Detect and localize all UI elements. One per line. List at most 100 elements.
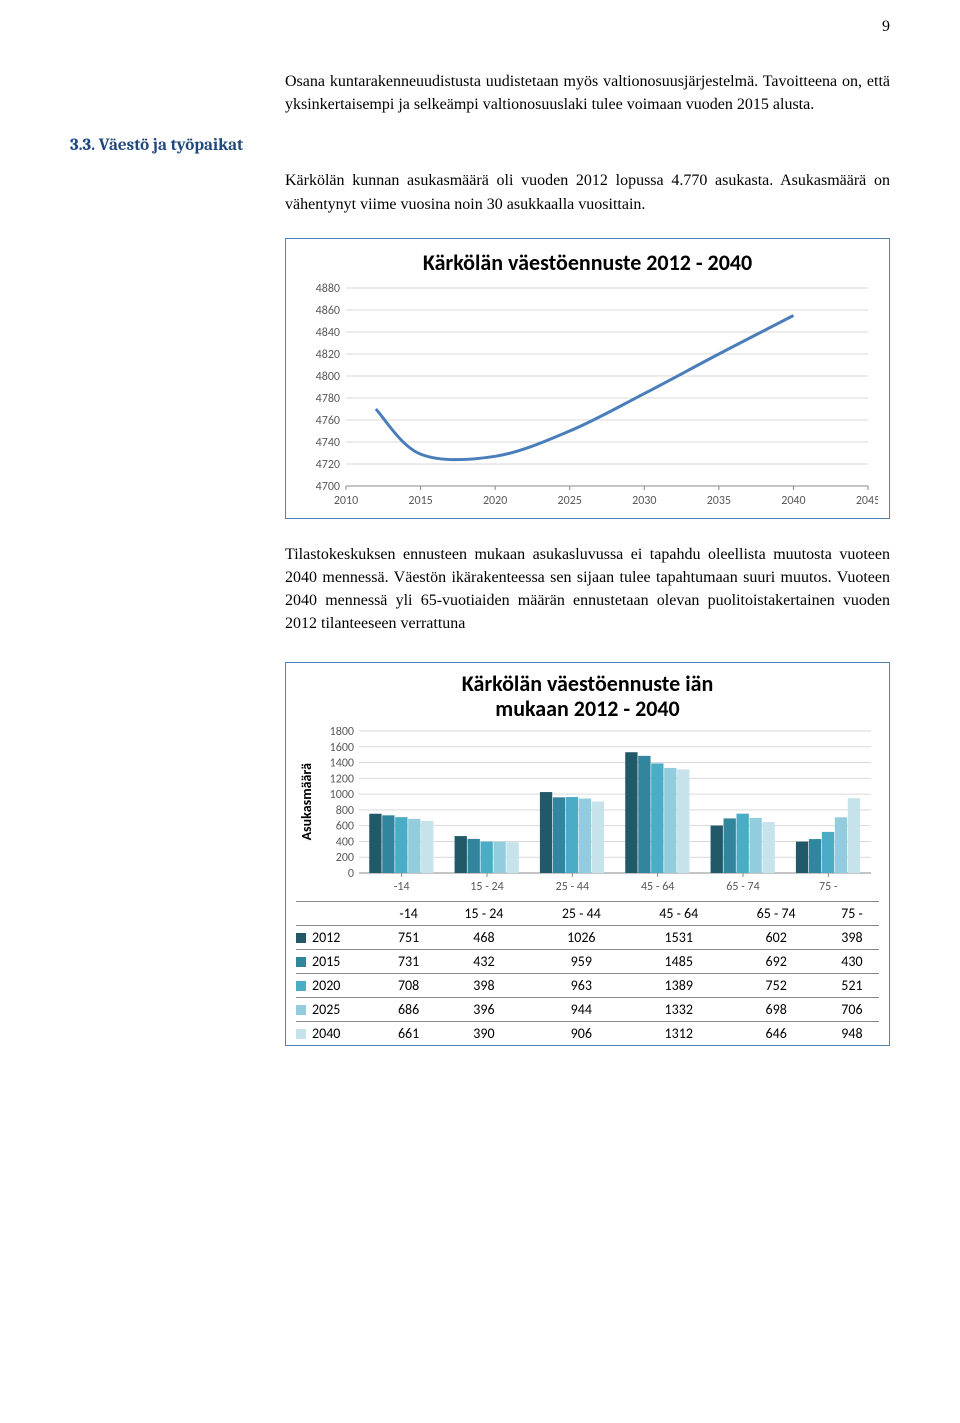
table-cell: 708: [382, 974, 435, 998]
svg-text:1800: 1800: [330, 727, 354, 739]
table-cell: 468: [435, 926, 532, 950]
svg-text:4700: 4700: [316, 480, 340, 494]
legend-swatch: [296, 933, 306, 943]
table-cell: 692: [727, 950, 824, 974]
svg-text:4880: 4880: [316, 282, 340, 296]
svg-text:15 - 24: 15 - 24: [470, 880, 503, 894]
chart2-title-line1: Kärkölän väestöennuste iän: [462, 670, 714, 697]
svg-text:-14: -14: [394, 880, 410, 894]
svg-text:2015: 2015: [408, 494, 432, 508]
table-cell: 906: [533, 1022, 630, 1046]
svg-text:1400: 1400: [330, 757, 354, 771]
table-col-header: 25 - 44: [533, 902, 630, 926]
svg-text:4860: 4860: [316, 304, 340, 318]
table-cell: 752: [727, 974, 824, 998]
table-cell: 944: [533, 998, 630, 1022]
chart2-svg: 0 200400 600 800 1000 12001400 1600 1800 -14 15 -…: [317, 727, 877, 897]
table-cell: 602: [727, 926, 824, 950]
table-row: 2020 7083989631389752521: [296, 974, 879, 998]
svg-text:4720: 4720: [316, 458, 340, 472]
table-cell: 1332: [630, 998, 727, 1022]
section-heading: 3.3. Väestö ja työpaikat: [70, 136, 243, 155]
table-cell: 398: [435, 974, 532, 998]
svg-text:75 -: 75 -: [819, 880, 838, 894]
table-cell: 948: [825, 1022, 879, 1046]
paragraph-1: Osana kuntarakenneuudistusta uudistetaan…: [285, 70, 890, 116]
svg-text:45 - 64: 45 - 64: [641, 880, 674, 894]
table-row: 2015 7314329591485692430: [296, 950, 879, 974]
svg-text:2020: 2020: [483, 494, 507, 508]
table-cell: 1026: [533, 926, 630, 950]
table-cell: 1531: [630, 926, 727, 950]
table-cell: 698: [727, 998, 824, 1022]
table-cell: 396: [435, 998, 532, 1022]
svg-text:200: 200: [336, 851, 354, 865]
legend-year: 2020: [312, 977, 340, 994]
svg-text:4780: 4780: [316, 392, 340, 406]
chart2-ylabel: Asukasmäärä: [296, 763, 317, 840]
table-cell: 1485: [630, 950, 727, 974]
table-cell: 390: [435, 1022, 532, 1046]
svg-text:600: 600: [336, 820, 354, 834]
svg-text:0: 0: [348, 867, 354, 881]
table-row: 2040 6613909061312646948: [296, 1022, 879, 1046]
table-cell: 731: [382, 950, 435, 974]
table-row: 2012 75146810261531602398: [296, 926, 879, 950]
page-number: 9: [882, 18, 890, 36]
svg-text:4840: 4840: [316, 326, 340, 340]
table-cell: 661: [382, 1022, 435, 1046]
svg-text:2045: 2045: [856, 494, 878, 508]
chart1-svg: 4700 4720 4740 4760 4780 4800 4820 4840 4860 4880…: [298, 282, 878, 512]
svg-text:2025: 2025: [558, 494, 582, 508]
legend-swatch: [296, 981, 306, 991]
table-col-header: 75 -: [825, 902, 879, 926]
chart1-title: Kärkölän väestöennuste 2012 - 2040: [298, 249, 877, 276]
table-col-header: 65 - 74: [727, 902, 824, 926]
legend-year: 2025: [312, 1001, 340, 1018]
legend-year: 2040: [312, 1025, 340, 1042]
legend-swatch: [296, 1029, 306, 1039]
svg-text:1200: 1200: [330, 772, 354, 786]
table-col-header: 15 - 24: [435, 902, 532, 926]
svg-text:65 - 74: 65 - 74: [726, 880, 759, 894]
svg-text:4800: 4800: [316, 370, 340, 384]
table-cell: 646: [727, 1022, 824, 1046]
table-cell: 959: [533, 950, 630, 974]
table-cell: 963: [533, 974, 630, 998]
table-cell: 430: [825, 950, 879, 974]
paragraph-3: Tilastokeskuksen ennusteen mukaan asukas…: [285, 543, 890, 636]
table-cell: 398: [825, 926, 879, 950]
table-cell: 751: [382, 926, 435, 950]
svg-text:2040: 2040: [781, 494, 805, 508]
table-cell: 686: [382, 998, 435, 1022]
legend-year: 2012: [312, 929, 340, 946]
svg-text:400: 400: [336, 836, 354, 850]
svg-text:1000: 1000: [330, 788, 354, 802]
svg-text:4820: 4820: [316, 348, 340, 362]
svg-text:2030: 2030: [632, 494, 656, 508]
chart2-data-table: -1415 - 2425 - 4445 - 6465 - 7475 - 2012 7…: [296, 901, 879, 1045]
table-cell: 1389: [630, 974, 727, 998]
svg-text:4760: 4760: [316, 414, 340, 428]
legend-swatch: [296, 957, 306, 967]
legend-swatch: [296, 1005, 306, 1015]
svg-text:25 - 44: 25 - 44: [556, 880, 589, 894]
table-cell: 432: [435, 950, 532, 974]
chart2-title-line2: mukaan 2012 - 2040: [495, 695, 679, 722]
table-row: 2025 6863969441332698706: [296, 998, 879, 1022]
legend-year: 2015: [312, 953, 340, 970]
svg-text:800: 800: [336, 804, 354, 818]
table-col-header: -14: [382, 902, 435, 926]
paragraph-2: Kärkölän kunnan asukasmäärä oli vuoden 2…: [285, 169, 890, 215]
table-cell: 1312: [630, 1022, 727, 1046]
chart-population-by-age: Kärkölän väestöennuste iän mukaan 2012 -…: [285, 662, 890, 1047]
chart2-title: Kärkölän väestöennuste iän mukaan 2012 -…: [296, 671, 879, 722]
table-cell: 521: [825, 974, 879, 998]
svg-text:2035: 2035: [707, 494, 731, 508]
svg-text:1600: 1600: [330, 741, 354, 755]
table-col-header: 45 - 64: [630, 902, 727, 926]
chart-population-forecast: Kärkölän väestöennuste 2012 - 2040 47004…: [285, 238, 890, 519]
svg-text:2010: 2010: [334, 494, 358, 508]
table-cell: 706: [825, 998, 879, 1022]
svg-text:4740: 4740: [316, 436, 340, 450]
